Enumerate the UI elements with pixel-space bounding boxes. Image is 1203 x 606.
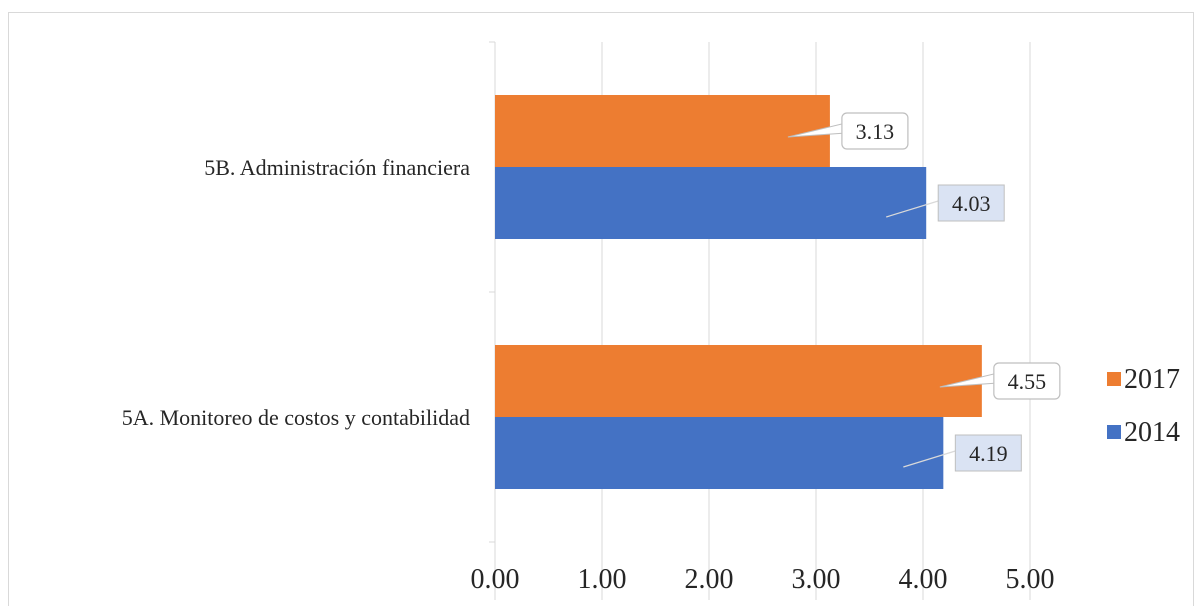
- legend: 2017 2014: [1107, 364, 1180, 448]
- y-axis: [489, 41, 496, 600]
- data-label-leader: [886, 200, 939, 218]
- data-labels: 3.13 4.55 4.03 4.19: [787, 112, 1061, 472]
- x-tick-labels: 0.00 1.00 2.00 3.00 4.00 5.00: [471, 564, 1055, 595]
- bar-2014-1: [495, 417, 944, 489]
- legend-label: 2014: [1124, 417, 1180, 448]
- data-label: 4.19: [969, 441, 1008, 466]
- data-label: 4.03: [952, 191, 991, 216]
- category-label: 5B. Administración financiera: [204, 155, 470, 180]
- data-label-box: [937, 184, 1005, 222]
- x-tick-label: 5.00: [1006, 564, 1055, 595]
- bar-2014-0: [495, 167, 927, 239]
- legend-swatch-2017: [1107, 372, 1121, 386]
- legend-label: 2017: [1124, 364, 1180, 395]
- x-tick-label: 0.00: [471, 564, 520, 595]
- data-label: 3.13: [856, 119, 895, 144]
- x-tick-label: 4.00: [899, 564, 948, 595]
- data-label-box: [993, 362, 1061, 400]
- data-label-leader: [903, 450, 956, 468]
- category-labels: 5B. Administración financiera 5A. Monitor…: [122, 155, 471, 430]
- data-label: 4.55: [1008, 369, 1047, 394]
- bars: [495, 95, 982, 489]
- x-tick-label: 3.00: [792, 564, 841, 595]
- x-tick-label: 2.00: [685, 564, 734, 595]
- x-tick-label: 1.00: [578, 564, 627, 595]
- bar-2017-0: [495, 95, 830, 167]
- data-label-box: [841, 112, 909, 150]
- category-label: 5A. Monitoreo de costos y contabilidad: [122, 405, 470, 430]
- bar-2017-1: [495, 345, 982, 417]
- legend-swatch-2014: [1107, 425, 1121, 439]
- data-label-box: [954, 434, 1022, 472]
